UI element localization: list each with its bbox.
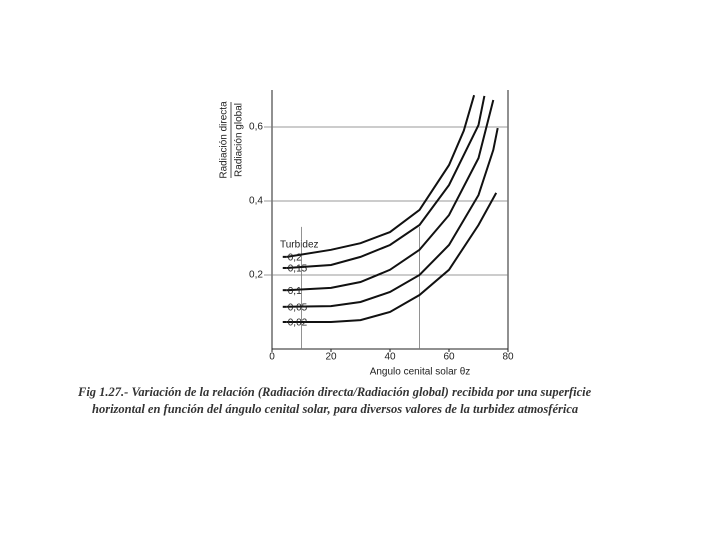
- legend-label: 0,05: [288, 302, 308, 313]
- x-tick-label: 0: [269, 352, 275, 363]
- caption: Fig 1.27.- Variación de la relación (Rad…: [77, 385, 592, 399]
- curve: [286, 127, 499, 308]
- legend-label: 0,02: [288, 318, 308, 329]
- legend-label: 0,2: [288, 253, 302, 264]
- x-tick-label: 80: [502, 352, 514, 363]
- y-axis-label: Radiación directa Radiación global: [219, 101, 245, 179]
- x-tick-label: 40: [384, 352, 396, 363]
- y-tick-label: 0,4: [249, 196, 263, 207]
- y-label-top: Radiación directa: [219, 101, 230, 179]
- y-label-bottom: Radiación global: [234, 103, 245, 177]
- x-tick-label: 60: [443, 352, 455, 363]
- caption: horizontal en función del ángulo cenital…: [92, 402, 578, 416]
- x-axis-label: Angulo cenital solar θz: [370, 367, 471, 378]
- curve: [286, 99, 495, 292]
- curve: [286, 94, 476, 258]
- x-tick-label: 20: [325, 352, 337, 363]
- y-tick-label: 0,6: [249, 122, 263, 133]
- y-tick-label: 0,2: [249, 270, 263, 281]
- curve: [286, 192, 498, 323]
- legend-label: 0,1: [288, 286, 302, 297]
- legend-title: Turbidez: [280, 240, 319, 251]
- legend-label: 0,15: [288, 264, 308, 275]
- curve: [286, 95, 486, 269]
